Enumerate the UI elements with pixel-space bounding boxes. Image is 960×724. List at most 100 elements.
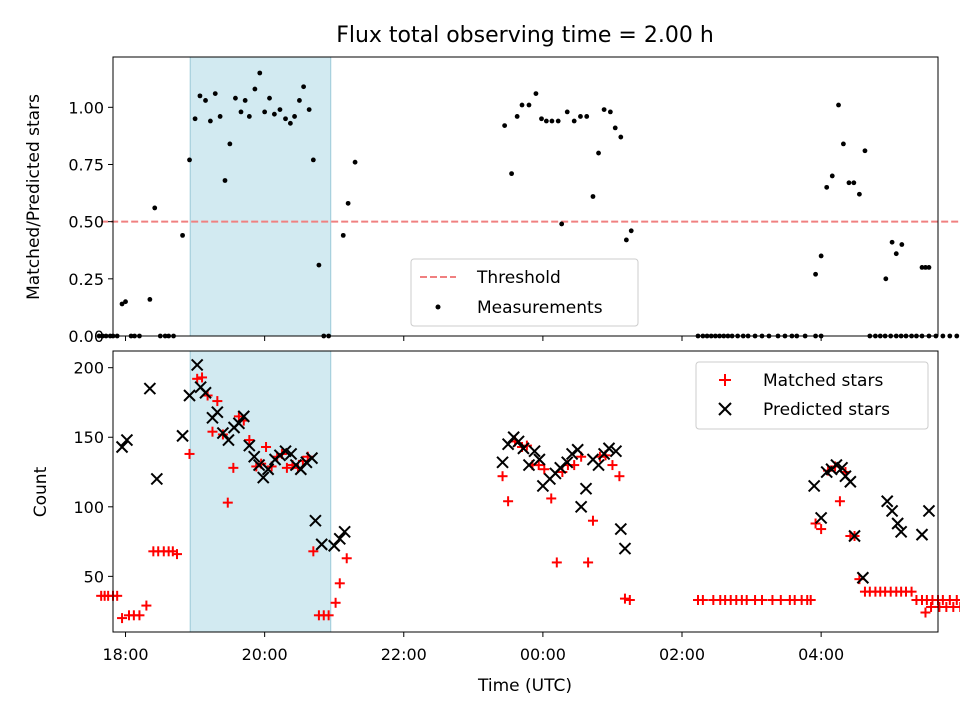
measurement-point <box>559 221 565 227</box>
matched-star-point <box>244 435 255 446</box>
predicted-star-point <box>571 443 584 456</box>
bottom-y-tick-label: 150 <box>73 428 104 447</box>
matched-star-point <box>539 464 550 475</box>
measurement-point <box>119 301 125 307</box>
bottom-panel: 50 100 150 200 18:00 20:00 22:00 00:00 02:00 04:… <box>31 350 960 696</box>
matched-star-point <box>134 610 145 621</box>
measurement-point <box>297 98 302 103</box>
chart-title: Flux total observing time = 2.00 h <box>336 23 714 48</box>
measurement-point <box>829 173 835 179</box>
matched-star-point <box>112 590 123 601</box>
measurement-point <box>257 70 263 76</box>
matched-star-point <box>951 595 960 606</box>
predicted-star-point <box>176 429 189 443</box>
legend-matched-swatch <box>719 374 731 386</box>
matched-star-point <box>805 595 816 606</box>
bottom-legend: Matched stars Predicted stars <box>695 361 929 430</box>
predicted-star-point <box>618 542 632 555</box>
measurement-point <box>840 141 846 147</box>
measurement-point <box>306 107 312 112</box>
predicted-star-point <box>211 406 224 419</box>
legend-measurements-label: Measurements <box>477 298 603 318</box>
measurement-point <box>277 107 283 112</box>
measurement-point <box>301 84 306 90</box>
predicted-star-point <box>835 461 849 475</box>
matched-star-point <box>197 372 208 383</box>
matched-star-point <box>117 613 128 624</box>
measurement-point <box>152 205 158 211</box>
matched-star-point <box>141 600 152 611</box>
measurement-point <box>596 150 601 156</box>
predicted-star-point <box>528 444 541 458</box>
measurement-point <box>543 118 549 124</box>
predicted-star-point <box>561 456 574 469</box>
matched-star-point <box>906 586 917 597</box>
measurement-point <box>242 98 248 103</box>
measurement-point <box>233 95 238 101</box>
matched-star-point <box>587 515 598 526</box>
bottom-plot-frame <box>112 350 939 633</box>
x-tick-label: 18:00 <box>102 645 148 664</box>
measurement-point <box>103 333 109 339</box>
matched-star-point <box>334 578 345 589</box>
predicted-star-point <box>814 511 828 525</box>
measurement-point <box>526 102 532 108</box>
matched-star-point <box>192 373 203 384</box>
matched-star-point <box>757 595 768 606</box>
matched-star-point <box>551 557 562 568</box>
measurement-point <box>618 134 624 140</box>
measurement-point <box>267 95 272 101</box>
measurement-point <box>246 114 252 119</box>
measurement-point <box>899 242 905 247</box>
legend-predicted-swatch <box>718 402 732 416</box>
matched-star-point <box>503 496 514 507</box>
matched-star-point <box>222 497 233 508</box>
measurement-point <box>514 114 520 119</box>
top-panel: 0.00 0.25 0.50 0.75 1.00 Matched/Predicted s… <box>24 56 960 346</box>
top-legend-box <box>410 258 639 327</box>
measurement-point <box>947 333 953 339</box>
predicted-star-point <box>602 442 616 455</box>
predicted-star-point <box>614 522 628 536</box>
predicted-star-point <box>183 389 196 402</box>
matched-star-point <box>624 595 635 606</box>
predicted-star-point <box>517 442 530 455</box>
top-y-tick-label: 0.25 <box>68 270 104 289</box>
measurement-point <box>147 297 153 302</box>
predicted-star-point <box>243 439 256 452</box>
measurement-point <box>571 118 577 124</box>
predicted-star-point <box>252 458 266 472</box>
matched-star-point <box>546 493 557 504</box>
bottom-y-tick-label: 200 <box>73 359 104 378</box>
measurement-point <box>310 157 316 163</box>
predicted-star-point <box>315 538 328 551</box>
matched-star-point <box>323 610 334 621</box>
measurement-point <box>601 107 607 112</box>
matched-star-point <box>341 553 352 564</box>
measurement-point <box>533 91 539 96</box>
x-tick-label: 02:00 <box>659 645 705 664</box>
measurement-point <box>940 333 946 339</box>
matched-star-point <box>184 448 195 459</box>
measurement-point <box>813 271 818 277</box>
measurement-point <box>856 191 862 197</box>
top-y-tick-label: 0.50 <box>68 213 104 232</box>
measurement-point <box>578 114 583 119</box>
predicted-star-point <box>807 479 821 493</box>
measurement-point <box>352 159 358 165</box>
measurement-point <box>207 118 213 124</box>
measurement-point <box>316 262 322 268</box>
measurement-point <box>192 116 198 122</box>
measurement-point <box>590 194 596 199</box>
top-y-tick-label: 1.00 <box>68 98 104 117</box>
measurement-point <box>292 114 297 119</box>
predicted-star-point <box>609 444 623 458</box>
measurement-point <box>628 228 634 234</box>
measurement-point <box>238 109 244 115</box>
matched-star-point <box>741 595 752 606</box>
predicted-star-point <box>891 517 904 530</box>
measurement-point <box>824 184 830 190</box>
measurement-point <box>851 180 857 186</box>
x-tick-label: 00:00 <box>520 645 566 664</box>
measurement-point <box>584 114 590 119</box>
